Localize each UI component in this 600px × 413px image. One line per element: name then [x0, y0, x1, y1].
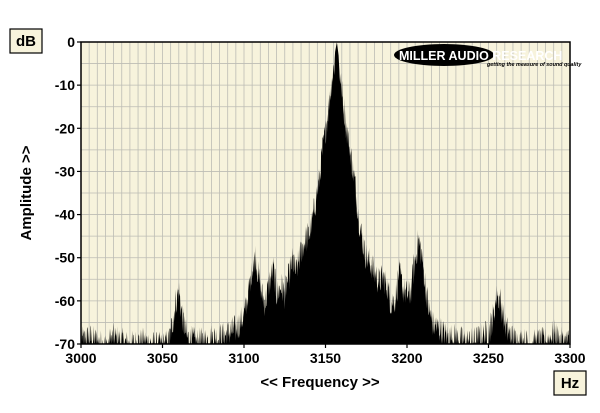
- y-tick-label: -40: [55, 207, 75, 223]
- miller-audio-research-logo: MILLER AUDIO RESEARCH getting the measur…: [394, 44, 582, 68]
- y-unit-label: dB: [16, 33, 36, 50]
- y-tick-label: -70: [55, 336, 75, 352]
- x-tick-label: 3200: [391, 350, 422, 366]
- x-axis-title: << Frequency >>: [260, 374, 379, 391]
- x-tick-label: 3000: [65, 350, 96, 366]
- y-tick-label: -50: [55, 250, 75, 266]
- y-axis-title: Amplitude >>: [18, 145, 35, 240]
- x-tick-label: 3300: [554, 350, 585, 366]
- y-tick-label: -60: [55, 293, 75, 309]
- plot-frame: [80, 41, 571, 345]
- x-tick-label: 3050: [147, 350, 178, 366]
- y-tick-label: 0: [67, 34, 75, 50]
- y-tick-label: -30: [55, 163, 75, 179]
- x-tick-label: 3150: [310, 350, 341, 366]
- x-tick-label: 3250: [473, 350, 504, 366]
- logo-tagline: getting the measure of sound quality: [486, 62, 582, 68]
- x-tick-label: 3100: [228, 350, 259, 366]
- spectrum-area: [81, 42, 570, 344]
- y-tick-label: -10: [55, 77, 75, 93]
- logo-brand: MILLER AUDIO RESEARCH: [399, 49, 562, 63]
- x-unit-box: Hz: [553, 370, 587, 396]
- x-unit-label: Hz: [561, 375, 579, 392]
- x-tick-labels: 3000 3050 3100 3150 3200 3250 3300: [65, 350, 585, 366]
- y-tick-label: -20: [55, 120, 75, 136]
- y-tick-labels: 0 -10 -20 -30 -40 -50 -60 -70: [55, 34, 75, 352]
- y-unit-box: dB: [9, 28, 43, 54]
